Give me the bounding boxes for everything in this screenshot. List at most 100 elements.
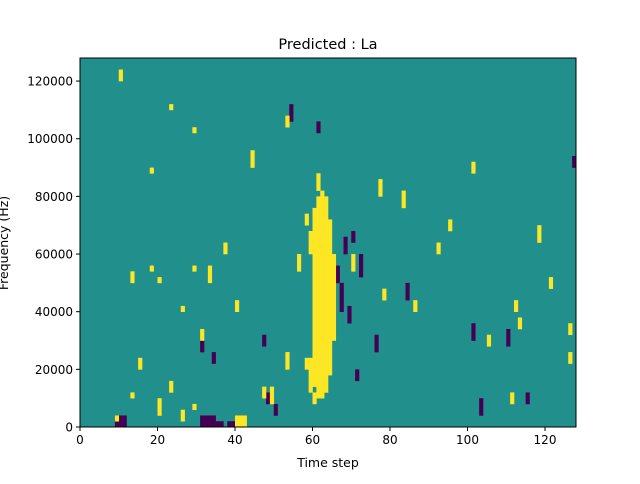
heatmap-cell-low [273, 403, 278, 416]
heatmap-cell-low [211, 415, 216, 428]
x-tick-label: 60 [305, 433, 320, 447]
heatmap-cell-high [138, 357, 143, 370]
heatmap-cell-high [471, 161, 476, 174]
heatmap-cell-high [180, 305, 185, 312]
heatmap-cell-low [289, 104, 294, 122]
heatmap-cell-high [401, 190, 406, 209]
heatmap-cell-high [486, 334, 492, 347]
heatmap-cell-high [514, 300, 519, 312]
heatmap-cell-high [223, 242, 228, 255]
heatmap-cell-low [266, 392, 271, 405]
heatmap-cell-low [374, 334, 379, 353]
heatmap-cell-high [157, 398, 162, 416]
heatmap-cell-high [235, 415, 240, 428]
chart-title: Predicted : La [278, 37, 377, 53]
heatmap-cell-high [308, 230, 313, 255]
heatmap-cell-low [339, 282, 344, 312]
x-tick-label: 100 [456, 433, 479, 447]
heatmap-cell-high [149, 167, 154, 174]
plot-frame [79, 57, 577, 428]
x-axis: 0 20 40 60 80 100 120 [76, 427, 556, 447]
heatmap-cell-high [510, 392, 515, 405]
heatmap-cell-high [192, 265, 197, 272]
heatmap-cell-high [130, 271, 135, 284]
heatmap-cell-high [537, 225, 542, 243]
heatmap-cell-high [250, 150, 255, 168]
x-tick-label: 120 [534, 433, 557, 447]
heatmap-cell-low [316, 121, 321, 134]
y-tick-label: 0 [65, 421, 73, 435]
y-tick-label: 40000 [35, 305, 73, 319]
heatmap-cell-high [436, 242, 441, 255]
heatmap-cell-high [192, 403, 197, 411]
heatmap-cell-high [169, 104, 174, 111]
heatmap-cell-low [204, 415, 209, 428]
heatmap-cell-high [568, 352, 573, 364]
heatmap-cell-high [312, 392, 317, 405]
heatmap-cell-high [378, 179, 383, 197]
heatmap-cell-high [324, 196, 329, 393]
heatmap-cell-low [351, 230, 356, 243]
heatmap-cell-low [122, 415, 127, 428]
heatmap-cell-high [308, 357, 313, 393]
heatmap-cell-high [304, 357, 309, 370]
x-tick-label: 0 [76, 433, 84, 447]
heatmap-cell-low [262, 334, 267, 347]
y-tick-label: 60000 [35, 248, 73, 262]
heatmap-cell-high [316, 196, 321, 399]
heatmap-cell-low [211, 352, 216, 364]
heatmap-cell-low [506, 328, 511, 347]
heatmap-cell-high [548, 277, 554, 289]
heatmap-cell-high [320, 190, 325, 399]
heatmap-cell-low [471, 323, 476, 341]
heatmap-cell-high [207, 265, 213, 284]
x-tick-label: 80 [382, 433, 397, 447]
y-axis-label: Frequency (Hz) [0, 196, 11, 290]
y-tick-label: 80000 [35, 190, 73, 204]
heatmap-cell-low [343, 236, 348, 255]
heatmap-cell-high [316, 173, 321, 191]
heatmap-cell-low [118, 415, 123, 428]
heatmap-cell-high [130, 392, 135, 399]
heatmap-cell-high [200, 328, 205, 341]
heatmap-cell-low [405, 282, 410, 301]
heatmap-cell-high [114, 415, 120, 422]
heatmap-cell-high [517, 317, 523, 330]
heatmap-cell-high [157, 277, 162, 284]
heatmap-cell-high [149, 265, 154, 272]
y-axis: 0 20000 40000 60000 80000 100000 120000 [27, 75, 80, 435]
heatmap-cell-low [219, 421, 224, 428]
heatmap-cell-low [200, 340, 205, 353]
heatmap-cell-high [285, 115, 290, 128]
heatmap-cell-high [262, 386, 267, 399]
heatmap-cell-low [525, 392, 530, 405]
heatmap-cell-low [572, 156, 577, 168]
heatmap-cell-high [568, 323, 573, 336]
heatmap-cell-low [335, 265, 340, 284]
heatmap-cell-high [382, 288, 387, 301]
heatmap-cell-high [269, 386, 275, 405]
heatmap-cell-high [192, 127, 197, 134]
heatmap-cell-high [328, 219, 333, 376]
x-axis-label: Time step [296, 455, 359, 470]
x-tick-label: 20 [150, 433, 165, 447]
heatmap-cell-low [200, 415, 205, 428]
y-tick-label: 20000 [35, 363, 73, 377]
heatmap-cell-high [297, 254, 302, 272]
heatmap-cell-low [347, 305, 352, 324]
heatmap-cell-high [180, 409, 185, 422]
heatmap-cell-high [351, 254, 356, 272]
heatmap-cell-low [207, 415, 213, 428]
heatmap-cell-high [312, 207, 317, 387]
y-tick-label: 120000 [27, 75, 73, 89]
heatmap-cell-high [285, 352, 290, 370]
heatmap-cell-low [227, 421, 232, 428]
heatmap-cell-high [242, 415, 247, 428]
heatmap-cell-high [238, 415, 244, 428]
y-tick-label: 100000 [27, 132, 73, 146]
x-tick-label: 40 [227, 433, 242, 447]
heatmap-cell-low [355, 369, 360, 382]
heatmap-cell-low [359, 254, 364, 278]
heatmap-cell-high [448, 219, 453, 232]
